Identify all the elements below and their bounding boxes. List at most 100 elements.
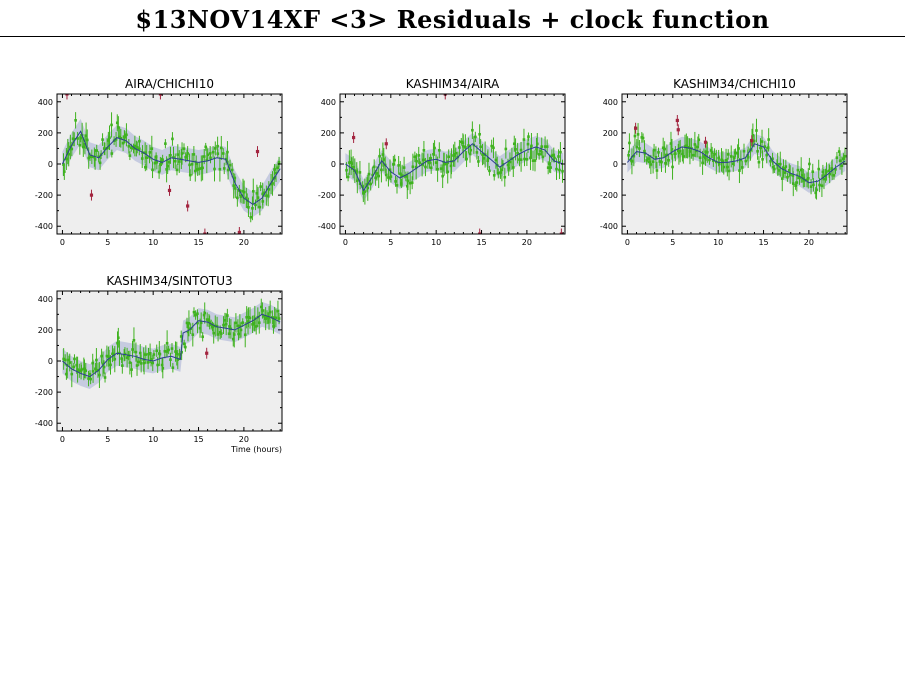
residual-point (720, 158, 723, 162)
residual-point (132, 147, 135, 150)
residual-point (671, 165, 674, 169)
residual-point (788, 173, 792, 176)
residual-point (765, 153, 769, 157)
residual-point (724, 158, 728, 162)
residual-point (152, 353, 156, 356)
residual-point (142, 361, 146, 365)
y-tick-label: -400 (600, 222, 618, 231)
residual-point (413, 155, 417, 159)
residual-point (761, 157, 764, 161)
residual-point (208, 321, 211, 324)
residual-point (717, 156, 720, 160)
residual-point (818, 183, 821, 187)
residual-point (262, 314, 266, 318)
residual-point (236, 196, 239, 200)
clock-model-line (345, 143, 564, 192)
residual-point (107, 358, 111, 362)
residual-point (550, 154, 554, 158)
residual-point (159, 163, 162, 166)
residual-point (198, 326, 202, 330)
residual-point (73, 357, 76, 361)
residual-point (817, 167, 821, 171)
residual-point (400, 174, 404, 177)
residual-point (121, 364, 124, 367)
residual-point (232, 184, 235, 187)
residual-point (237, 332, 240, 336)
residual-point (239, 195, 243, 198)
residual-point (245, 196, 248, 200)
residual-point (76, 368, 79, 371)
residual-point (400, 182, 403, 185)
residual-point (527, 135, 530, 138)
residual-point (107, 139, 110, 142)
residual-point (507, 166, 510, 170)
residual-point (166, 164, 169, 168)
residual-point (65, 157, 68, 161)
x-tick-label: 10 (431, 238, 441, 247)
residual-point (218, 167, 222, 171)
residual-point (203, 311, 207, 315)
x-tick-label: 15 (193, 435, 203, 444)
residual-point (418, 161, 421, 164)
chart-panel-1: 0 5 10 15 20 -400 -200 0 200 400 AIRA/CHICHI10 (35, 77, 283, 247)
residual-point (261, 192, 264, 196)
residual-point (165, 168, 168, 171)
residual-point (802, 176, 805, 180)
residual-point (763, 145, 767, 148)
residual-point (63, 358, 67, 362)
residual-point (776, 162, 779, 166)
page-title: $13NOV14XF <3> Residuals + clock functio… (135, 5, 770, 34)
residual-point (137, 360, 141, 364)
residual-point (72, 137, 76, 141)
residual-point (504, 147, 508, 151)
residual-point (643, 149, 646, 153)
x-tick-label: 20 (522, 238, 532, 247)
residual-point (842, 157, 845, 161)
residual-point (526, 142, 530, 146)
residual-point (273, 168, 276, 171)
residual-point (205, 158, 209, 162)
residual-point (811, 170, 815, 174)
residual-point (366, 186, 370, 190)
residual-point (397, 164, 400, 167)
residual-point (241, 321, 245, 324)
y-tick-label: -400 (318, 222, 336, 231)
residual-point (251, 323, 254, 326)
flagged-point (703, 140, 708, 144)
residual-point (632, 154, 636, 158)
residual-point (167, 160, 171, 164)
residual-point (482, 157, 486, 160)
residual-point (133, 144, 137, 148)
chart-panel-2: 0 5 10 15 20 -400 -200 0 200 400 KASHIM34/AIRA (318, 77, 566, 247)
residual-point (518, 158, 521, 161)
y-tick-label: 400 (321, 98, 336, 107)
residual-point (72, 365, 76, 369)
residual-point (95, 358, 98, 362)
flagged-point (676, 128, 680, 132)
y-tick-label: 0 (613, 160, 618, 169)
residual-point (143, 151, 147, 154)
residual-point (224, 322, 228, 326)
residual-point (356, 179, 359, 183)
residual-point (158, 352, 162, 356)
residual-point (488, 169, 491, 173)
residual-point (449, 164, 453, 168)
residual-point (784, 165, 788, 168)
y-tick-label: -200 (35, 191, 53, 200)
residual-point (176, 358, 180, 361)
residual-point (68, 361, 72, 364)
residual-point (125, 356, 129, 359)
plot-area (345, 94, 564, 234)
residual-point (251, 189, 255, 193)
residual-point (164, 142, 167, 145)
y-tick-label: 200 (38, 326, 53, 335)
residual-point (838, 159, 842, 163)
residual-point (630, 160, 634, 163)
y-tick-label: 400 (38, 295, 53, 304)
residual-point (406, 179, 410, 183)
residual-point (101, 362, 105, 366)
residual-point (202, 155, 206, 158)
residual-point (649, 163, 653, 166)
x-tick-label: 5 (105, 238, 110, 247)
residual-point (97, 155, 100, 159)
